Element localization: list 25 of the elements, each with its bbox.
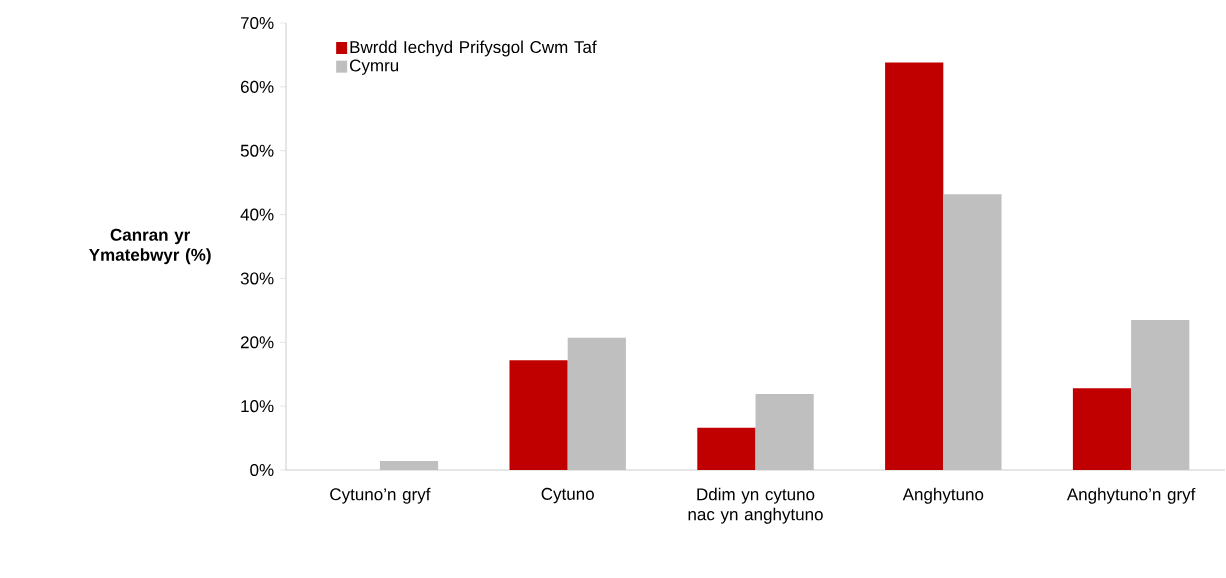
bar bbox=[567, 337, 626, 470]
y-tick-label: 0% bbox=[250, 463, 274, 477]
x-tick-label: Cytuno’n gryf bbox=[330, 487, 431, 504]
y-tick-label: 10% bbox=[241, 400, 274, 413]
bar bbox=[697, 427, 756, 470]
legend-label: Cymru bbox=[349, 59, 399, 75]
bar bbox=[1072, 388, 1132, 470]
y-tick-label: 20% bbox=[240, 336, 274, 349]
x-tick-label: Ddim yn cytuno nac yn anghytuno bbox=[688, 487, 823, 524]
bar bbox=[885, 62, 944, 470]
y-tick-label: 70% bbox=[240, 16, 274, 30]
x-tick-label: Cytuno bbox=[541, 487, 594, 504]
legend-label: Bwrdd Iechyd Prifysgol Cwm Taf bbox=[350, 40, 597, 57]
y-tick-label: 60% bbox=[240, 80, 274, 93]
y-axis-title: Canran yr Ymatebwyr (%) bbox=[89, 228, 211, 265]
y-tick-label: 30% bbox=[240, 272, 274, 285]
bar bbox=[755, 394, 814, 470]
bar bbox=[1131, 319, 1190, 470]
bar bbox=[943, 194, 1002, 470]
x-tick-label: Anghytuno bbox=[902, 487, 984, 504]
bar bbox=[509, 360, 568, 470]
x-tick-label: Anghytuno’n gryf bbox=[1066, 487, 1196, 504]
y-tick-label: 40% bbox=[240, 208, 274, 221]
y-tick-label: 50% bbox=[240, 144, 274, 157]
bar bbox=[379, 461, 439, 470]
